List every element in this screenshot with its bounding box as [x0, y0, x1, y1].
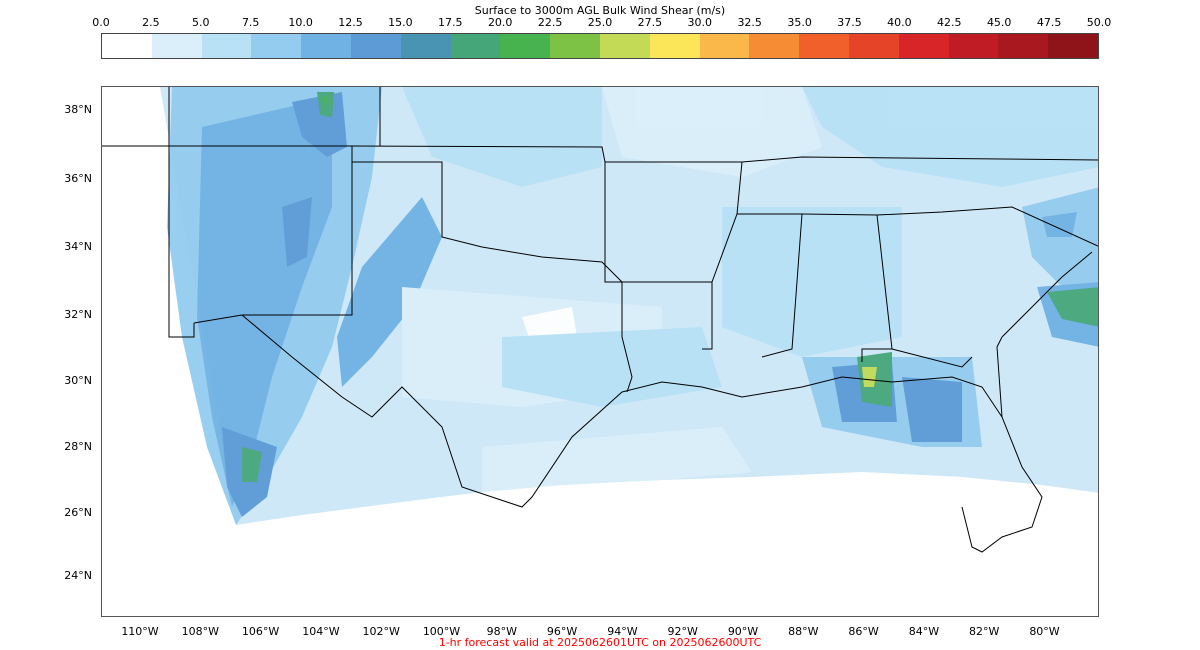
- latitude-label: 38°N: [64, 103, 92, 116]
- colorbar-tick-label: 10.0: [288, 16, 313, 29]
- latitude-label: 32°N: [64, 308, 92, 321]
- colorbar-tick-label: 22.5: [537, 16, 563, 29]
- longitude-label: 98°W: [486, 625, 517, 638]
- colorbar-swatch: [151, 34, 202, 58]
- map-frame: [101, 86, 1099, 617]
- colorbar-tick-label: 35.0: [787, 16, 812, 29]
- colorbar-tick-label: 32.5: [737, 16, 762, 29]
- forecast-valid-caption: 1-hr forecast valid at 2025062601UTC on …: [438, 636, 762, 649]
- colorbar-tick-label: 2.5: [142, 16, 160, 29]
- colorbar-tick-label: 15.0: [388, 16, 413, 29]
- longitude-label: 110°W: [121, 625, 159, 638]
- longitude-label: 100°W: [422, 625, 461, 638]
- colorbar-swatch: [649, 34, 700, 58]
- colorbar-tick-label: 17.5: [438, 16, 463, 29]
- longitude-label: 104°W: [302, 625, 340, 638]
- longitude-label: 106°W: [241, 625, 280, 638]
- longitude-label: 88°W: [788, 625, 819, 638]
- colorbar-swatch: [1048, 34, 1098, 58]
- colorbar-swatch: [400, 34, 451, 58]
- colorbar: [101, 33, 1099, 59]
- colorbar-swatch: [898, 34, 949, 58]
- colorbar-swatch: [848, 34, 899, 58]
- longitude-label: 102°W: [362, 625, 400, 638]
- colorbar-tick-label: 5.0: [192, 16, 210, 29]
- colorbar-swatch: [948, 34, 999, 58]
- colorbar-swatch: [799, 34, 849, 58]
- colorbar-swatch: [749, 34, 800, 58]
- colorbar-tick-label: 45.0: [986, 16, 1012, 29]
- longitude-label: 96°W: [546, 625, 578, 638]
- latitude-label: 24°N: [64, 569, 92, 582]
- longitude-label: 108°W: [181, 625, 219, 638]
- shear-field: [167, 87, 1098, 525]
- latitude-label: 36°N: [64, 172, 92, 185]
- colorbar-tick-label: 42.5: [937, 16, 962, 29]
- colorbar-swatch: [500, 34, 551, 58]
- colorbar-tick-label: 0.0: [92, 16, 110, 29]
- latitude-label: 34°N: [64, 240, 92, 253]
- colorbar-tick-label: 25.0: [587, 16, 613, 29]
- colorbar-swatch: [998, 34, 1049, 58]
- colorbar-swatch: [102, 34, 152, 58]
- colorbar-tick-label: 50.0: [1086, 16, 1112, 29]
- latitude-label: 30°N: [64, 374, 92, 387]
- colorbar-title: Surface to 3000m AGL Bulk Wind Shear (m/…: [474, 4, 726, 17]
- colorbar-swatch: [201, 34, 252, 58]
- colorbar-swatch: [450, 34, 501, 58]
- longitude-label: 86°W: [848, 625, 879, 638]
- colorbar-tick-label: 47.5: [1036, 16, 1062, 29]
- colorbar-swatch: [251, 34, 302, 58]
- longitude-label: 94°W: [607, 625, 638, 638]
- boundaries: [102, 87, 1098, 553]
- colorbar-swatch: [599, 34, 650, 58]
- longitude-label: 92°W: [667, 625, 698, 638]
- colorbar-swatch: [699, 34, 750, 58]
- colorbar-tick-label: 37.5: [837, 16, 862, 29]
- longitude-label: 82°W: [969, 625, 1000, 638]
- colorbar-tick-label: 30.0: [687, 16, 713, 29]
- colorbar-tick-label: 7.5: [241, 16, 260, 29]
- longitude-label: 84°W: [908, 625, 940, 638]
- latitude-label: 26°N: [64, 506, 92, 519]
- colorbar-tick-label: 40.0: [887, 16, 912, 29]
- colorbar-tick-label: 12.5: [338, 16, 363, 29]
- colorbar-swatch: [550, 34, 600, 58]
- longitude-label: 90°W: [727, 625, 759, 638]
- colorbar-tick-label: 20.0: [487, 16, 513, 29]
- map-canvas: [102, 87, 1098, 553]
- latitude-label: 28°N: [64, 440, 92, 453]
- colorbar-swatch: [350, 34, 401, 58]
- longitude-label: 80°W: [1029, 625, 1060, 638]
- colorbar-tick-label: 27.5: [637, 16, 663, 29]
- colorbar-swatch: [301, 34, 351, 58]
